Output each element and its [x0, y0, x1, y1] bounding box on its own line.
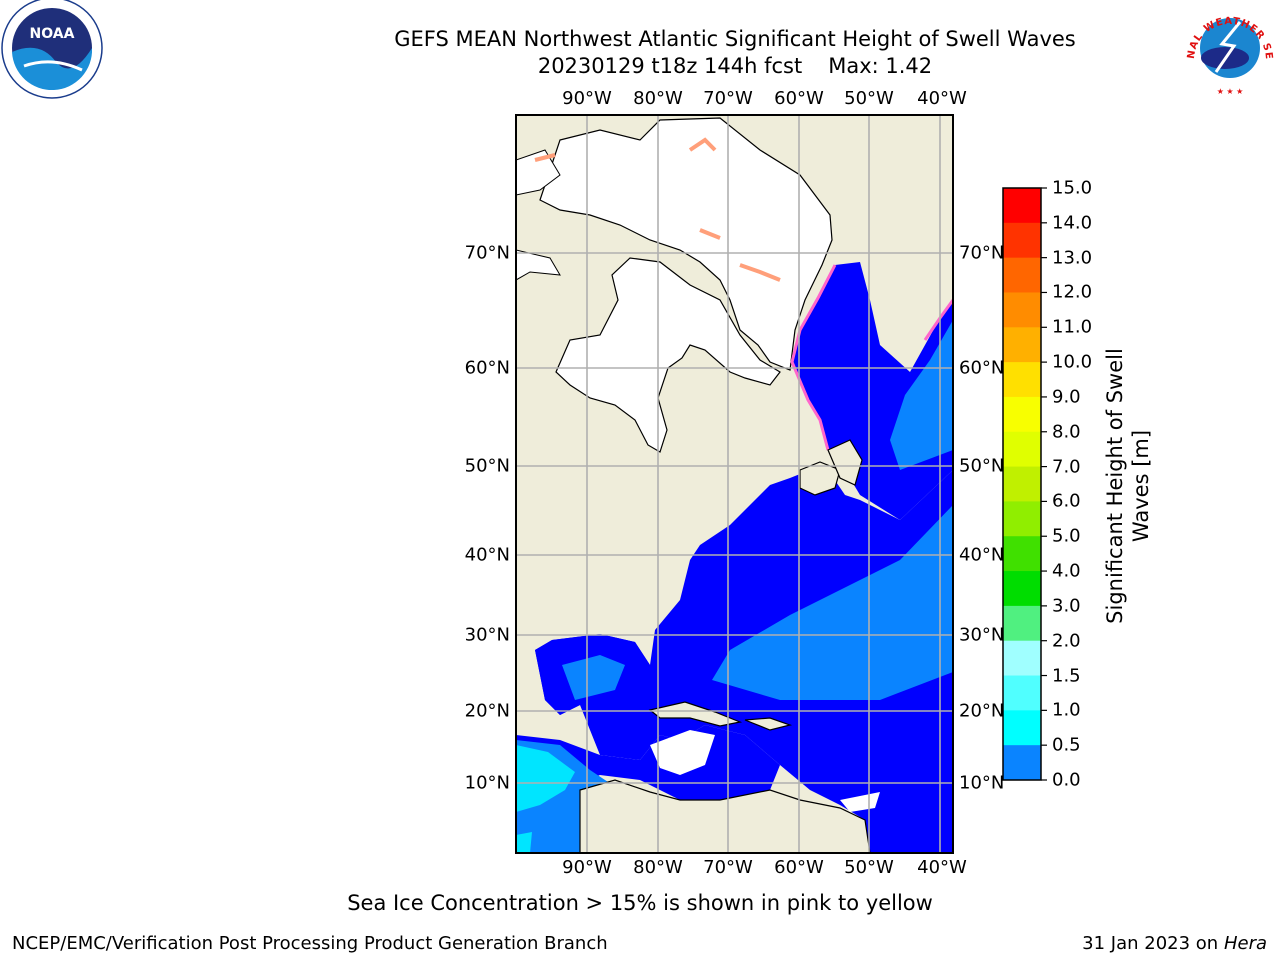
colorbar-segment [1003, 605, 1041, 642]
colorbar-title: Significant Height of Swell Waves [m] [1103, 348, 1153, 624]
colorbar-tick-label: 13.0 [1052, 247, 1093, 269]
lon-label-top: 80°W [633, 88, 683, 109]
footer-system: Hera [1223, 933, 1267, 954]
colorbar-segment [1003, 501, 1041, 537]
land-cuba [648, 701, 743, 727]
land-nova-scotia [799, 461, 841, 496]
colorbar-segment [1003, 536, 1041, 572]
colorbar-tick-label: 1.0 [1052, 699, 1081, 721]
colorbar-tick-label: 4.0 [1052, 560, 1081, 582]
footer-date-text: 31 Jan 2023 on [1082, 933, 1219, 954]
colorbar-tick-label: 12.0 [1052, 281, 1093, 303]
colorbar-frame [1002, 187, 1042, 781]
lat-label-right: 10°N [959, 772, 1005, 794]
max-value: Max: 1.42 [828, 54, 933, 78]
lon-label-bottom: 60°W [774, 857, 824, 878]
map-subtitle: 20230129 t18z 144h fcst Max: 1.42 [0, 54, 1280, 78]
colorbar-tick-label: 9.0 [1052, 386, 1081, 408]
colorbar-segment [1003, 327, 1041, 363]
colorbar-segment [1003, 675, 1041, 711]
lat-label-left: 40°N [464, 544, 510, 566]
land-hispaniola [744, 717, 793, 731]
colorbar-tick-label: 2.0 [1052, 630, 1081, 652]
colorbar-tick-label: 0.0 [1052, 769, 1081, 791]
footer-date: 31 Jan 2023 on Hera [1082, 933, 1267, 954]
colorbar-segment [1003, 396, 1041, 433]
lon-label-bottom: 50°W [844, 857, 894, 878]
colorbar-segment [1003, 188, 1041, 224]
lat-label-right: 60°N [959, 357, 1005, 379]
lon-label-top: 70°W [703, 88, 753, 109]
colorbar-segment [1003, 431, 1041, 468]
colorbar-segment [1003, 571, 1041, 607]
ice-edge-arctic [534, 137, 781, 282]
map-title: GEFS MEAN Northwest Atlantic Significant… [394, 27, 1076, 51]
colorbar-segment [1003, 362, 1041, 398]
lat-label-left: 70°N [464, 242, 510, 264]
colorbar-tick-label: 7.0 [1052, 456, 1081, 478]
lat-label-right: 20°N [959, 700, 1005, 722]
colorbar-segment [1003, 745, 1041, 781]
lat-label-right: 50°N [959, 455, 1005, 477]
colorbar-segment [1003, 710, 1041, 746]
ocean-mid-north [890, 320, 953, 470]
colorbar-segment [1003, 640, 1041, 677]
lat-label-right: 30°N [959, 624, 1005, 646]
graticule [516, 115, 953, 853]
noaa-logo-text: NOAA [30, 26, 75, 42]
noaa-logo: NOAA [1, 0, 103, 99]
colorbar-tick-label: 8.0 [1052, 421, 1081, 443]
colorbar-tick-label: 14.0 [1052, 212, 1093, 234]
lon-label-bottom: 90°W [562, 857, 612, 878]
caribbean-high [516, 745, 575, 853]
caribbean-sea [516, 725, 780, 853]
lon-label-bottom: 70°W [703, 857, 753, 878]
ice-hudson-bay [555, 257, 781, 453]
colorbar [1003, 187, 1047, 781]
lon-label-top: 60°W [774, 88, 824, 109]
svg-text:NATIONAL WEATHER SERVICE: NATIONAL WEATHER SERVICE [0, 0, 1274, 60]
lon-label-bottom: 40°W [917, 857, 967, 878]
svg-text:★ ★ ★: ★ ★ ★ [1217, 87, 1244, 96]
ice-baffin-arctic [539, 117, 833, 371]
land-south-america [579, 779, 871, 853]
gulf-interior-mid [562, 655, 625, 700]
lat-label-left: 10°N [464, 772, 510, 794]
map-frame [515, 114, 954, 854]
colorbar-tick-label: 1.5 [1052, 665, 1081, 687]
ocean-mid-band [712, 505, 953, 700]
map-area [516, 115, 953, 853]
lat-label-right: 70°N [959, 242, 1005, 264]
colorbar-tick-label: 0.5 [1052, 734, 1081, 756]
lon-label-top: 90°W [562, 88, 612, 109]
lat-label-left: 60°N [464, 357, 510, 379]
lat-label-left: 50°N [464, 455, 510, 477]
colorbar-tick-label: 10.0 [1052, 351, 1093, 373]
land-newfoundland [827, 439, 863, 486]
lat-label-left: 20°N [464, 700, 510, 722]
colorbar-tick-label: 3.0 [1052, 595, 1081, 617]
colorbar-tick-label: 6.0 [1052, 490, 1081, 512]
lon-label-bottom: 80°W [633, 857, 683, 878]
nws-logo: NATIONAL WEATHER SERVICE ★ ★ ★ [0, 0, 1276, 96]
lat-label-right: 40°N [959, 544, 1005, 566]
colorbar-tick-label: 11.0 [1052, 316, 1093, 338]
lon-label-top: 50°W [844, 88, 894, 109]
ice-edge-labrador [790, 264, 837, 451]
ice-arctic-islands [516, 149, 561, 281]
footer-branch: NCEP/EMC/Verification Post Processing Pr… [12, 933, 608, 954]
lon-label-top: 40°W [917, 88, 967, 109]
sea-ice-note: Sea Ice Concentration > 15% is shown in … [347, 891, 933, 915]
lat-label-left: 30°N [464, 624, 510, 646]
colorbar-segment [1003, 292, 1041, 328]
colorbar-segment [1003, 466, 1041, 502]
nws-logo-text: NATIONAL WEATHER SERVICE [0, 0, 1273, 60]
colorbar-tick-label: 5.0 [1052, 525, 1081, 547]
ice-caribbean-patch [650, 730, 880, 812]
colorbar-segment [1003, 222, 1041, 259]
colorbar-tick-label: 15.0 [1052, 177, 1093, 199]
run-info: 20230129 t18z 144h fcst [537, 54, 803, 78]
colorbar-segment [1003, 257, 1041, 293]
